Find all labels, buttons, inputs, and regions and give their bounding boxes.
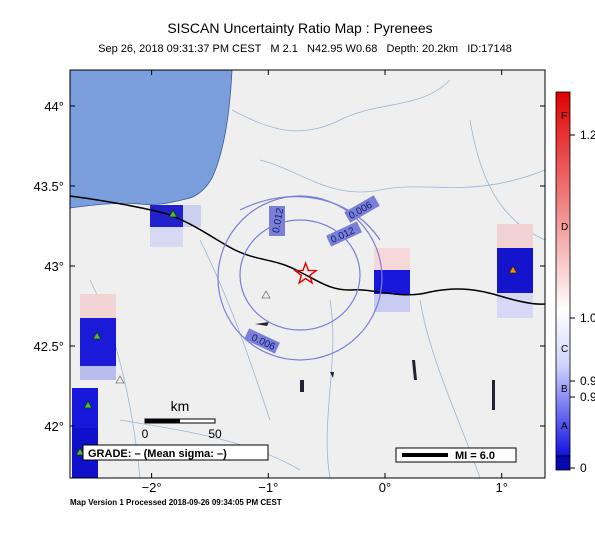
colorbar-label: D (561, 222, 568, 233)
lat-tick-label: 42° (44, 419, 64, 434)
lon-tick-label: −2° (142, 480, 162, 495)
lon-tick-label: −1° (258, 480, 278, 495)
sea (69, 69, 233, 209)
colorbar-label: A (561, 421, 568, 432)
lat-tick-label: 43.5° (33, 179, 64, 194)
uncertainty-cells (72, 205, 533, 478)
mi-box (395, 447, 517, 463)
colorbar-label: 1.2 (580, 128, 595, 142)
colorbar-label: 0 (580, 461, 587, 475)
footer: Map Version 1 Processed 2018-09-26 09:34… (70, 498, 282, 507)
colorbar-label: C (561, 344, 568, 355)
border (69, 195, 546, 305)
grade: GRADE: – (Mean sigma: –) (88, 448, 227, 460)
scale-bar: km 0 50 (142, 398, 222, 441)
contours (217, 195, 383, 361)
scale-label: 50 (208, 427, 222, 441)
colorbar-label: B (561, 384, 568, 395)
lon-tick-label: 0° (379, 480, 391, 495)
colorbar-label: 1.0 (580, 311, 595, 325)
colorbar-label: 0.9 (580, 390, 595, 404)
subtitle: Sep 26, 2018 09:31:37 PM CEST M 2.1 N42.… (98, 43, 512, 55)
title: SISCAN Uncertainty Ratio Map : Pyrenees (167, 20, 432, 36)
colorbar (555, 91, 571, 471)
colorbar-label: F (561, 111, 567, 122)
mi: MI = 6.0 (455, 450, 495, 462)
stations (75, 209, 518, 456)
epicenter (293, 260, 319, 285)
contour-label: 0.012 (271, 207, 286, 234)
lat-tick-label: 42.5° (33, 339, 64, 354)
scale-label: 0 (142, 427, 149, 441)
lat-tick-label: 43° (44, 259, 64, 274)
scale-unit: km (171, 398, 190, 414)
map-area: 0.012 0.006 0.012 0.006 (69, 69, 546, 479)
grade-box (82, 444, 269, 461)
lon-tick-label: 1° (495, 480, 507, 495)
colorbar-label: 0.9 (580, 374, 595, 388)
lakes (255, 322, 495, 410)
lat-tick-label: 44° (44, 99, 64, 114)
